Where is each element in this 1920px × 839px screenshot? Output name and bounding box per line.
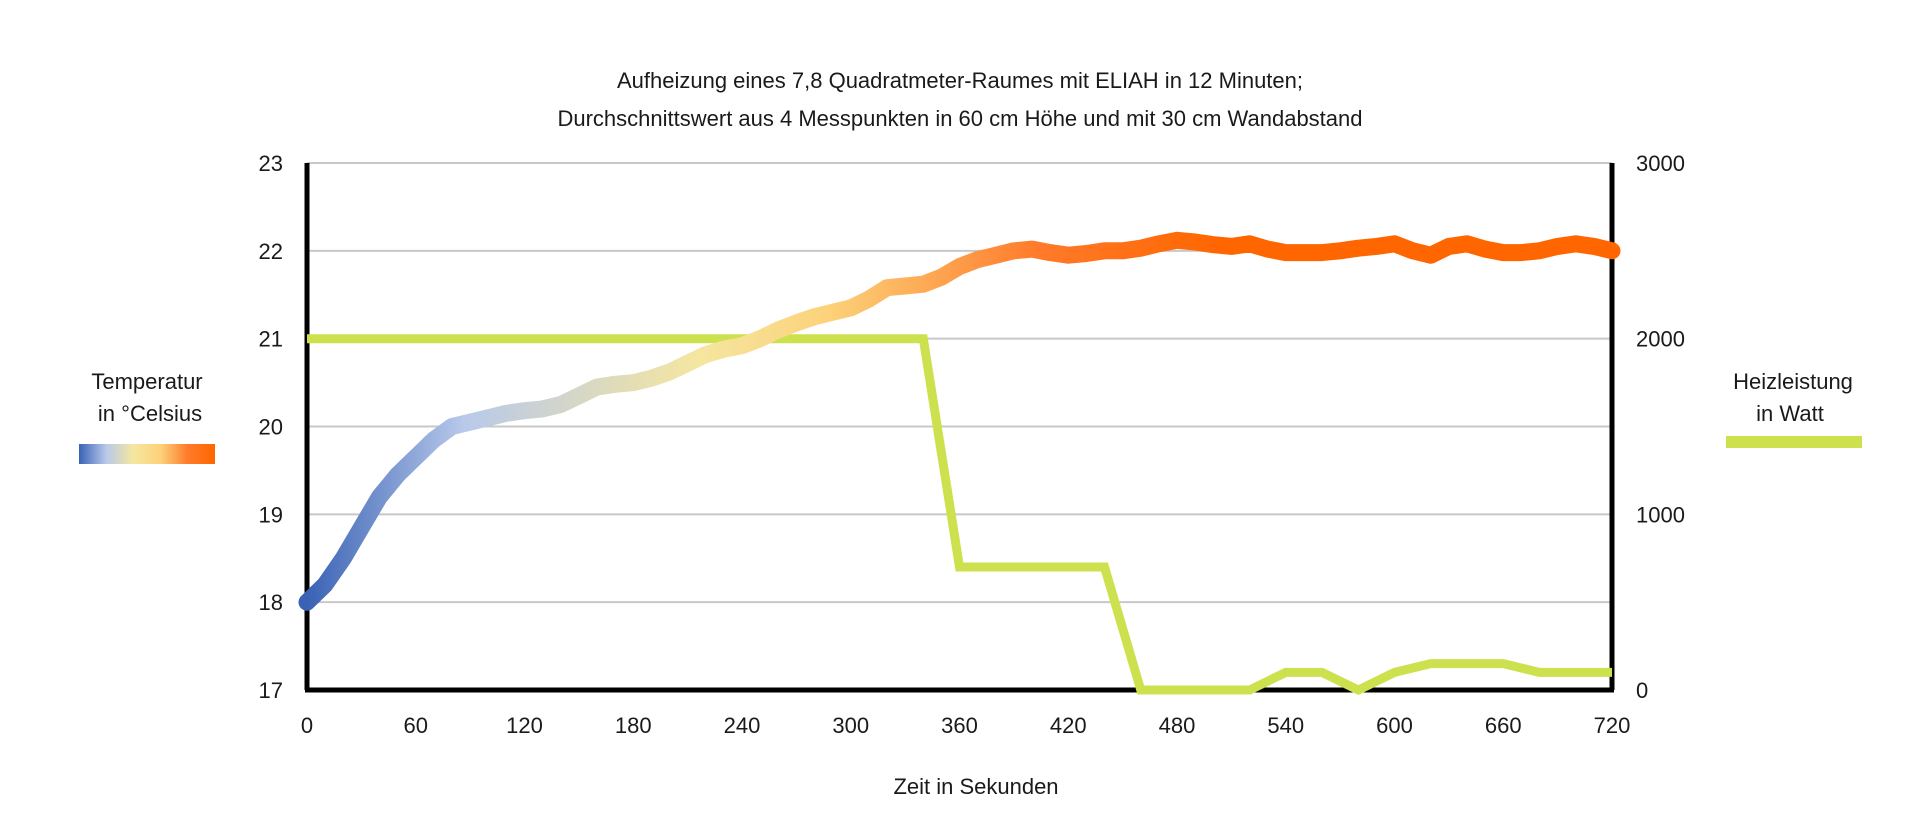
legend-temperature-label-1: Temperatur: [91, 369, 202, 394]
legend-temperature-label-2: in °Celsius: [98, 401, 202, 426]
x-tick-label: 180: [615, 713, 652, 738]
y-left-tick-label: 18: [259, 590, 283, 615]
x-tick-label: 660: [1485, 713, 1522, 738]
x-tick-label: 360: [941, 713, 978, 738]
x-axis-title: Zeit in Sekunden: [893, 774, 1058, 799]
left-axis-ticks: 17 18 19 20 21 22 23: [259, 151, 283, 703]
y-left-tick-label: 17: [259, 678, 283, 703]
x-tick-label: 720: [1594, 713, 1631, 738]
legend-heating-swatch: [1726, 436, 1862, 448]
x-tick-label: 0: [301, 713, 313, 738]
legend-heating: Heizleistung in Watt: [1726, 369, 1862, 448]
x-tick-label: 300: [832, 713, 869, 738]
chart-title: Aufheizung eines 7,8 Quadratmeter-Raumes…: [557, 68, 1362, 131]
y-right-tick-label: 3000: [1636, 151, 1685, 176]
x-tick-label: 600: [1376, 713, 1413, 738]
legend-heating-label-2: in Watt: [1756, 401, 1824, 426]
series-temperature-line: [298, 231, 1621, 611]
series-layer: [298, 231, 1621, 696]
y-right-tick-label: 1000: [1636, 502, 1685, 527]
x-tick-label: 540: [1267, 713, 1304, 738]
x-tick-label: 480: [1159, 713, 1196, 738]
y-left-tick-label: 22: [259, 239, 283, 264]
legend-temperature-swatch: [79, 444, 215, 464]
grid-lines: [307, 162, 1612, 691]
x-tick-label: 240: [724, 713, 761, 738]
x-tick-label: 60: [404, 713, 428, 738]
x-axis-ticks: 0 60 120 180 240 300 360 420 480 540 600 660 720: [301, 713, 1630, 738]
y-left-tick-label: 23: [259, 151, 283, 176]
x-tick-label: 120: [506, 713, 543, 738]
legend-heating-label-1: Heizleistung: [1733, 369, 1853, 394]
y-right-tick-label: 0: [1636, 678, 1648, 703]
series-heating-line: [307, 334, 1612, 696]
x-tick-label: 420: [1050, 713, 1087, 738]
y-left-tick-label: 21: [259, 327, 283, 352]
y-left-tick-label: 19: [259, 502, 283, 527]
y-right-tick-label: 2000: [1636, 327, 1685, 352]
right-axis-ticks: 0 1000 2000 3000: [1636, 151, 1685, 703]
title-line-2: Durchschnittswert aus 4 Messpunkten in 6…: [557, 106, 1362, 131]
y-left-tick-label: 20: [259, 415, 283, 440]
legend-temperature: Temperatur in °Celsius: [79, 369, 215, 464]
title-line-1: Aufheizung eines 7,8 Quadratmeter-Raumes…: [617, 68, 1303, 93]
